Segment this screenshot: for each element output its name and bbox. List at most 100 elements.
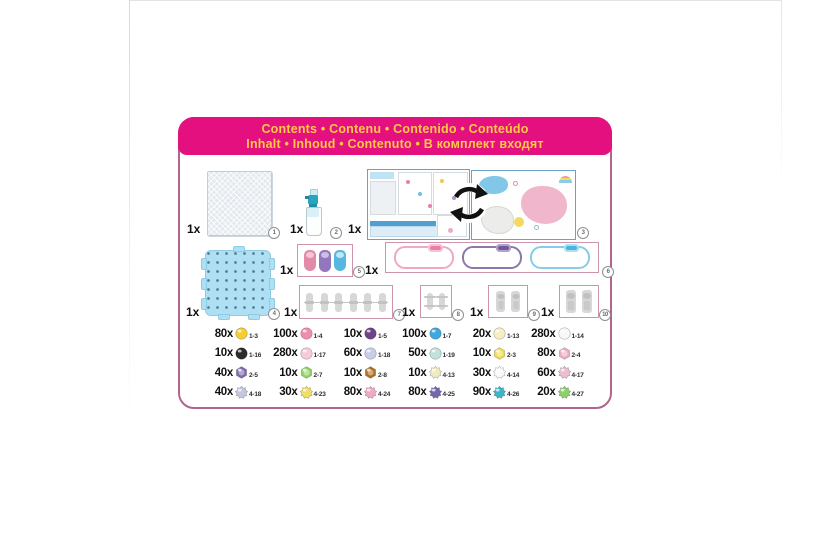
bead-entry: 80x 4-25 xyxy=(397,385,462,400)
photo-frame-left-line xyxy=(129,0,130,430)
bead-entry: 30x 4-14 xyxy=(461,365,526,380)
bead-code: 4-17 xyxy=(571,371,584,379)
contents-body: 1x 1 1x 2 1x xyxy=(180,119,614,407)
pink-bootie-icon xyxy=(304,250,316,271)
bead-quantity: 280x xyxy=(531,327,556,340)
bead-icon xyxy=(364,346,377,360)
bead-icon xyxy=(492,365,507,379)
item-7-number-badge: 7 xyxy=(393,309,405,321)
bead-quantity: 60x xyxy=(537,366,556,379)
bead-icon xyxy=(428,385,442,399)
item-1-number-badge: 1 xyxy=(268,227,280,239)
item-5-number-badge: 5 xyxy=(353,266,365,278)
bead-entry: 80x 1-3 xyxy=(203,326,268,341)
contents-header: Contents • Contenu • Contenido • Conteúd… xyxy=(178,117,612,155)
bead-entry: 60x 4-17 xyxy=(526,365,591,380)
bead-quantity: 80x xyxy=(214,327,234,340)
bead-quantity: 100x xyxy=(402,327,427,340)
bead-quantity: 80x xyxy=(537,347,556,359)
bead-quantity: 10x xyxy=(343,327,363,340)
item-7-qty: 1x xyxy=(284,305,298,319)
bead-code: 4-13 xyxy=(442,371,455,379)
bead-entry: 280x 1-14 xyxy=(526,326,591,341)
bead-entry: 20x 1-13 xyxy=(461,326,526,341)
item-9-number-badge: 9 xyxy=(528,309,540,321)
bead-code: 2-3 xyxy=(507,352,516,359)
bead-quantity: 90x xyxy=(472,386,492,398)
item-6-number-badge: 6 xyxy=(602,266,614,278)
bead-code: 1-18 xyxy=(378,352,391,359)
blue-bootie-icon xyxy=(334,250,346,271)
bead-entry: 80x 2-4 xyxy=(526,346,591,361)
bead-quantity: 30x xyxy=(472,366,492,379)
bead-icon xyxy=(364,366,377,379)
bead-icon xyxy=(493,346,506,360)
bead-icon xyxy=(234,385,249,399)
bead-code: 1-5 xyxy=(378,332,387,340)
bead-icon xyxy=(428,365,442,379)
bead-entry: 80x 4-24 xyxy=(332,385,397,400)
link-chain-image xyxy=(299,285,393,319)
bead-entry: 10x 4-13 xyxy=(397,365,462,380)
item-2-number-badge: 2 xyxy=(330,227,342,239)
bead-entry: 280x 1-17 xyxy=(268,346,333,361)
item-10-number-badge: 10 xyxy=(599,309,611,321)
layout-board-image xyxy=(207,171,272,236)
bead-icon xyxy=(557,327,571,340)
bead-entry: 20x 4-27 xyxy=(526,385,591,400)
bead-quantity-table: 80x 1-3 100x 1-4 10x 1-5 100x xyxy=(203,326,590,400)
bead-code: 1-19 xyxy=(442,352,455,359)
bead-quantity: 10x xyxy=(408,366,427,379)
bead-code: 1-13 xyxy=(507,332,520,340)
item-8-number-badge: 8 xyxy=(452,309,464,321)
bead-quantity: 280x xyxy=(273,347,298,359)
item-10-qty: 1x xyxy=(541,305,555,319)
bead-code: 2-4 xyxy=(571,352,581,359)
large-connectors-image xyxy=(559,285,599,318)
bead-icon xyxy=(428,327,442,340)
item-3-number-badge: 3 xyxy=(577,227,589,239)
bead-code: 1-4 xyxy=(313,332,323,340)
bead-code: 4-18 xyxy=(249,391,262,398)
small-connectors-image xyxy=(420,285,452,318)
bead-icon xyxy=(364,327,377,340)
bead-icon xyxy=(492,385,507,399)
bead-icon xyxy=(235,327,248,340)
bead-code: 4-14 xyxy=(507,371,520,379)
bead-icon xyxy=(557,365,571,379)
bead-code: 4-25 xyxy=(442,391,455,398)
bead-code: 1-7 xyxy=(442,332,452,340)
item-5-qty: 1x xyxy=(280,263,294,277)
bead-icon xyxy=(557,385,571,399)
bead-quantity: 40x xyxy=(214,386,234,398)
template-sheet-front-image xyxy=(367,169,470,240)
item-4-qty: 1x xyxy=(186,305,200,319)
bead-entry: 10x 1-16 xyxy=(203,346,268,361)
bead-quantity: 100x xyxy=(273,327,298,340)
template-sheet-back-image xyxy=(471,170,576,240)
bead-entry: 50x 1-19 xyxy=(397,346,462,361)
recycle-arrows-icon xyxy=(450,183,488,223)
bead-entry: 40x 2-5 xyxy=(203,365,268,380)
header-line-1: Contents • Contenu • Contenido • Conteúd… xyxy=(261,121,529,136)
necklace-cords-image xyxy=(385,242,599,273)
bead-entry: 60x 1-18 xyxy=(332,346,397,361)
bead-entry: 30x 4-23 xyxy=(268,385,333,400)
bead-quantity: 30x xyxy=(279,386,298,398)
bead-icon xyxy=(299,346,313,360)
bead-quantity: 10x xyxy=(279,366,298,379)
bead-icon xyxy=(558,346,571,360)
purple-bootie-icon xyxy=(319,249,331,272)
bead-code: 1-3 xyxy=(249,332,258,340)
bead-code: 4-26 xyxy=(507,391,520,398)
bead-quantity: 60x xyxy=(343,347,363,359)
medium-connectors-image xyxy=(488,285,528,318)
bead-code: 2-5 xyxy=(249,371,258,379)
blue-cord-icon xyxy=(530,244,590,269)
header-line-2: Inhalt • Inhoud • Contenuto • В комплект… xyxy=(246,136,544,151)
bead-entry: 10x 1-5 xyxy=(332,326,397,341)
item-3-qty: 1x xyxy=(348,222,362,236)
contents-card: Contents • Contenu • Contenido • Conteúd… xyxy=(178,117,614,409)
bead-quantity: 10x xyxy=(343,366,363,379)
bead-quantity: 10x xyxy=(472,347,492,359)
